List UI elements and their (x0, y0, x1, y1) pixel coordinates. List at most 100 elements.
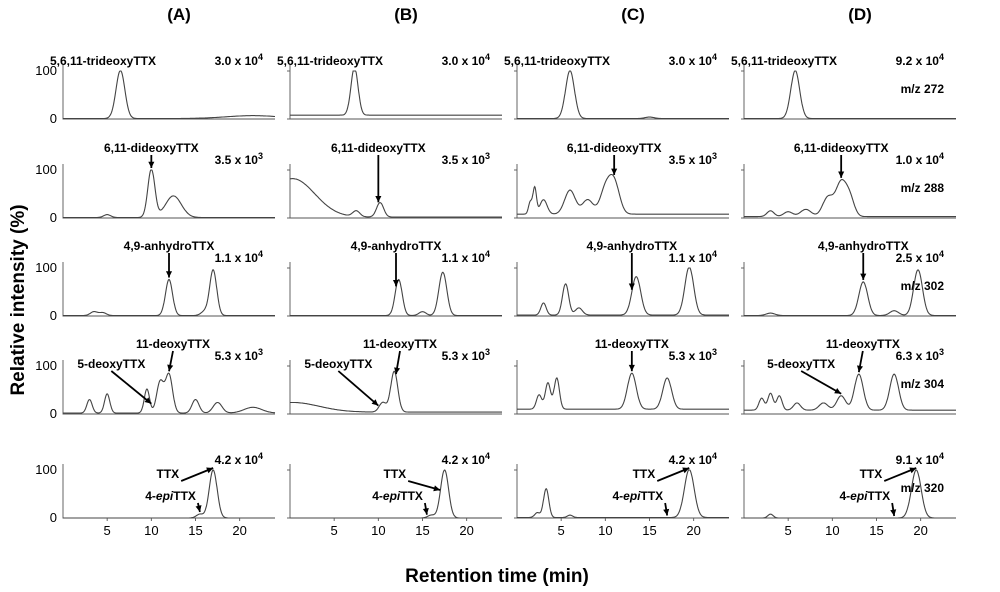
x-tick-label: 15 (642, 523, 656, 538)
scale-factor: 1.1 x 104 (442, 249, 490, 265)
peak-label: 6,11-dideoxyTTX (104, 141, 199, 155)
axis-lines (516, 65, 729, 120)
arrow-head (165, 271, 173, 278)
axis-lines (62, 164, 275, 219)
x-tick-label: 15 (188, 523, 202, 538)
mz-label: m/z 302 (901, 279, 945, 293)
x-tick-label: 10 (825, 523, 839, 538)
peak-label: 6,11-dideoxyTTX (331, 141, 426, 155)
peak-label: 6,11-dideoxyTTX (567, 141, 662, 155)
arrow-head (628, 364, 635, 372)
chromatogram-trace (517, 267, 729, 316)
peak-label: 5-deoxyTTX (77, 357, 145, 371)
panel-2-1: 3.5 x 103 6,11-dideoxyTTX (514, 141, 729, 219)
mz-label: m/z 304 (901, 377, 945, 391)
peak-arrow (800, 370, 842, 395)
axis-lines (289, 164, 502, 219)
peak-label: 4-epiTTX (145, 489, 196, 503)
panel-2-4: 4.2 x 104 TTX 4-epiTTX 5 10 15 20 (514, 451, 729, 538)
y-tick-label: 0 (50, 510, 57, 525)
peak-arrow (337, 370, 379, 407)
x-tick-label: 20 (686, 523, 700, 538)
panel-1-1: 3.5 x 103 6,11-dideoxyTTX (287, 141, 502, 219)
arrow-head (909, 467, 917, 474)
arrow-head (148, 161, 155, 168)
chromatogram-trace (290, 271, 502, 317)
peak-label: 5-deoxyTTX (767, 357, 835, 371)
y-tick-label: 100 (35, 162, 57, 177)
panel-3-3: 6.3 x 103 m/z 304 11-deoxyTTX 5-deoxyTTX (741, 337, 956, 415)
peak-label: 5-deoxyTTX (304, 357, 372, 371)
arrow-head (663, 508, 670, 516)
arrow-head (144, 397, 152, 404)
mz-label: m/z 288 (901, 181, 945, 195)
panel-3-4: 9.1 x 104 m/z 320 TTX 4-epiTTX 5 10 15 20 (741, 451, 956, 538)
y-tick-label: 0 (50, 111, 57, 126)
arrow-head (890, 509, 897, 516)
y-axis-label: Relative intensity (%) (8, 204, 29, 395)
chromatogram-trace (744, 269, 956, 317)
scale-factor: 5.3 x 103 (442, 347, 490, 363)
x-tick-label: 15 (415, 523, 429, 538)
peak-arrow (110, 370, 152, 405)
chromatogram-trace (517, 469, 729, 519)
arrow-head (838, 171, 845, 178)
x-tick-label: 20 (913, 523, 927, 538)
peak-label: 6,11-dideoxyTTX (794, 141, 889, 155)
mz-label: m/z 320 (901, 481, 945, 495)
scale-factor: 3.0 x 104 (669, 52, 717, 68)
peak-label: 5,6,11-trideoxyTTX (50, 54, 156, 68)
peak-label: 11-deoxyTTX (595, 337, 669, 351)
scale-factor: 3.5 x 103 (215, 151, 263, 167)
x-tick-label: 10 (598, 523, 612, 538)
panel-3-1: 1.0 x 104 m/z 288 6,11-dideoxyTTX (741, 141, 956, 219)
panel-1-0: 3.0 x 104 5,6,11-trideoxyTTX (277, 52, 502, 120)
arrow-head (206, 467, 214, 474)
scale-factor: 1.0 x 104 (896, 151, 944, 167)
mz-label: m/z 272 (901, 82, 945, 96)
y-tick-label: 100 (35, 462, 57, 477)
arrow-head (375, 196, 382, 203)
chromatogram-trace (63, 169, 275, 219)
arrow-head (860, 273, 867, 280)
arrow-head (167, 364, 174, 372)
scale-factor: 5.3 x 103 (215, 347, 263, 363)
peak-label: 11-deoxyTTX (826, 337, 900, 351)
peak-label: 5,6,11-trideoxyTTX (731, 54, 837, 68)
x-tick-label: 20 (459, 523, 473, 538)
scale-factor: 3.5 x 103 (442, 151, 490, 167)
peak-label: 4,9-anhydroTTX (351, 239, 442, 253)
peak-label: 4,9-anhydroTTX (818, 239, 909, 253)
arrow-head (834, 387, 842, 394)
y-tick-label: 100 (35, 63, 57, 78)
x-tick-label: 15 (869, 523, 883, 538)
chromatogram-trace (517, 372, 729, 410)
scale-factor: 9.2 x 104 (896, 52, 944, 68)
scale-factor: 2.5 x 104 (896, 249, 944, 265)
peak-label: 11-deoxyTTX (136, 337, 210, 351)
column-title-3: (D) (848, 5, 872, 24)
peak-label: TTX (156, 467, 179, 481)
y-tick-label: 0 (50, 406, 57, 421)
arrow-head (857, 365, 863, 373)
x-tick-label: 5 (785, 523, 792, 538)
arrow-head (422, 507, 429, 515)
chromatogram-trace (744, 469, 956, 519)
chromatogram-trace (63, 372, 276, 414)
x-tick-label: 10 (144, 523, 158, 538)
x-tick-label: 5 (104, 523, 111, 538)
axis-lines (62, 65, 275, 120)
scale-factor: 4.2 x 104 (442, 451, 490, 467)
arrow-head (433, 485, 441, 492)
axis-lines (516, 262, 729, 317)
arrow-head (392, 280, 400, 287)
peak-label: 4-epiTTX (612, 489, 663, 503)
arrow-head (682, 467, 690, 474)
chromatogram-trace (744, 70, 956, 120)
panel-3-0: 9.2 x 104 m/z 272 5,6,11-trideoxyTTX (731, 52, 956, 120)
axis-lines (516, 360, 729, 415)
